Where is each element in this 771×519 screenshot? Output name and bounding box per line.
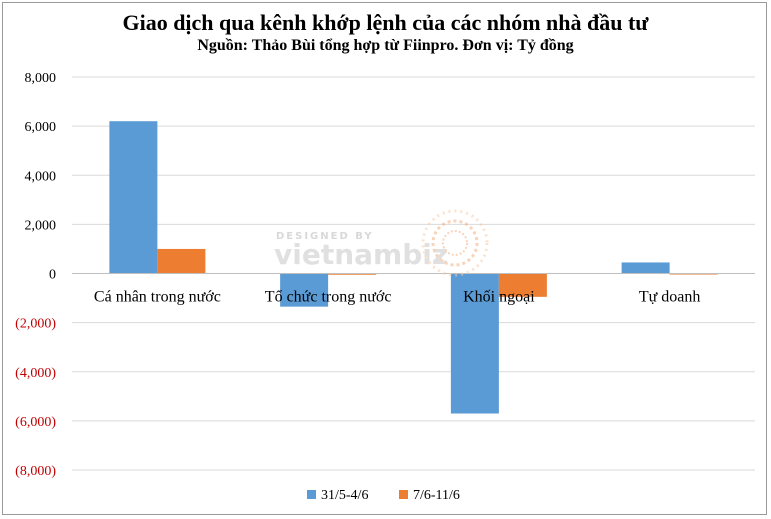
bars <box>109 121 718 414</box>
bar-series-1 <box>450 273 499 414</box>
y-tick-label: (2,000) <box>15 317 56 332</box>
bar-series-1 <box>621 262 670 274</box>
category-label: Khối ngoại <box>463 289 535 306</box>
watermark-top-text: DESIGNED BY <box>276 231 374 242</box>
bar-series-1 <box>280 273 329 307</box>
bar-series-2 <box>498 273 547 297</box>
legend-label: 31/5-4/6 <box>321 488 368 503</box>
y-tick-label: (8,000) <box>15 464 56 479</box>
bar-series-1 <box>109 121 158 274</box>
y-tick-label: (4,000) <box>15 366 56 381</box>
legend-swatch <box>307 490 316 499</box>
chart-subtitle: Nguồn: Thảo Bùi tổng hợp từ Fiinpro. Đơn… <box>197 37 574 54</box>
chart-title: Giao dịch qua kênh khớp lệnh của các nhó… <box>122 10 649 35</box>
category-labels: Cá nhân trong nước Tổ chức trong nước Khối… <box>94 289 700 306</box>
y-tick-label: 0 <box>49 268 56 283</box>
y-tick-label: 8,000 <box>25 71 57 86</box>
watermark-sun-icon <box>421 209 489 277</box>
gridlines <box>72 76 755 471</box>
y-tick-label: 6,000 <box>25 120 57 135</box>
bar-series-2 <box>328 273 377 275</box>
legend: 31/5-4/6 7/6-11/6 <box>307 488 460 503</box>
y-tick-label: 4,000 <box>25 169 57 184</box>
bar-series-2 <box>157 248 206 274</box>
y-axis-ticks: 8,000 6,000 4,000 2,000 0 (2,000) (4,000) (6,00… <box>15 71 56 479</box>
category-label: Tổ chức trong nước <box>265 289 392 306</box>
y-tick-label: (6,000) <box>15 415 56 430</box>
category-label: Tự doanh <box>639 289 701 306</box>
legend-label: 7/6-11/6 <box>413 488 460 503</box>
y-tick-label: 2,000 <box>25 218 57 233</box>
vietnambiz-watermark-logo: DESIGNED BY vietnambiz <box>274 209 489 277</box>
watermark-brand-text: vietnambiz <box>274 238 448 271</box>
category-label: Cá nhân trong nước <box>94 289 221 306</box>
legend-swatch <box>399 490 408 499</box>
